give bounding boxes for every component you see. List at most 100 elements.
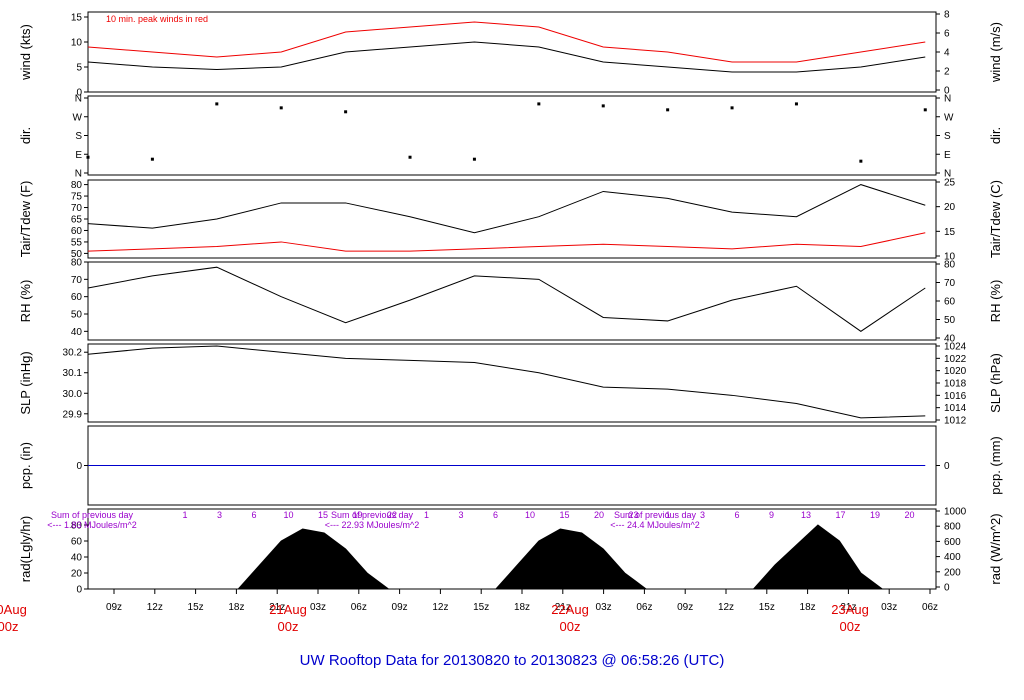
dir-series-0	[86, 102, 927, 163]
x-axis: 09z 12z 15z 18z 21z 03z 06z 09z 12z 15z 18z 21z 03z 0…	[0, 589, 938, 634]
rad-hour-label: 20	[594, 510, 604, 520]
rh-frame	[87, 261, 937, 341]
rad-ytick-label: 20	[71, 569, 83, 580]
dir-point	[923, 108, 927, 112]
slp-ylabel: SLP (inHg)	[18, 351, 33, 414]
rad-caption-line2: <--- 24.4 MJoules/m^2	[610, 520, 700, 530]
pcp-ytick-right-label: 0	[944, 461, 950, 472]
pcp-ytick-label: 0	[76, 461, 82, 472]
temp-ytick-right-label: 25	[944, 178, 956, 189]
rad-caption-line2: <--- 1.83 MJoules/m^2	[47, 520, 137, 530]
temp-ytick-label: 60	[71, 226, 83, 237]
slp-ytick-right-label: 1022	[944, 354, 967, 365]
wind-ytick-right-label: 0	[944, 86, 950, 97]
slp-ytick-label: 30.1	[63, 368, 83, 379]
rh-ylabel-right: RH (%)	[988, 280, 1003, 323]
rad-ytick-label: 60	[71, 537, 83, 548]
temp-ytick-label: 80	[71, 180, 83, 191]
rad-hour-label: 1	[424, 510, 429, 520]
x-tick-label: 09z	[677, 602, 693, 613]
rad-hour-label: 6	[493, 510, 498, 520]
dir-ytick-right-label: E	[944, 150, 951, 161]
dir-point	[150, 157, 154, 161]
chart-title: UW Rooftop Data for 20130820 to 20130823…	[300, 652, 725, 669]
wind-ytick-label: 10	[71, 38, 83, 49]
rad-hour-label: 3	[217, 510, 222, 520]
rh-ytick-label: 60	[71, 292, 83, 303]
day-date-label: 20Aug	[0, 602, 27, 617]
rh-ytick-right-label: 50	[944, 315, 956, 326]
dir-point	[215, 102, 219, 106]
dir-ylabel: dir.	[18, 127, 33, 144]
rad-hour-label: 15	[559, 510, 569, 520]
rad-hour-label: 1	[665, 510, 670, 520]
rad-ytick-right-label: 200	[944, 567, 961, 578]
x-tick-label: 18z	[228, 602, 244, 613]
dir-point	[730, 106, 734, 110]
rh-ytick-right-label: 70	[944, 278, 956, 289]
rad-ylabel: rad(Lgly/hr)	[18, 516, 33, 582]
temp-ytick-label: 65	[71, 215, 83, 226]
dir-ytick-right-label: W	[944, 112, 954, 123]
dir-point	[86, 155, 90, 159]
x-tick-label: 06z	[922, 602, 938, 613]
slp-ytick-right-label: 1018	[944, 379, 967, 390]
x-tick-label: 21z	[555, 602, 571, 613]
slp-ytick-right-label: 1024	[944, 342, 967, 353]
dir-point	[344, 110, 348, 114]
rad-hour-label: 9	[769, 510, 774, 520]
dir-point	[537, 102, 541, 106]
temp-series-1	[87, 232, 926, 252]
rad-caption-line1: Sum of previous day	[614, 510, 697, 520]
rad-hour-label: 3	[458, 510, 463, 520]
slp-ytick-right-label: 1016	[944, 391, 967, 402]
x-tick-label: 03z	[596, 602, 612, 613]
panel-rh: 40 50 60 70 80 40 50 60 70 80 RH (%) RH (%)	[18, 258, 1003, 345]
rad-hour-label: 6	[734, 510, 739, 520]
rh-series-0	[87, 266, 926, 332]
rh-ytick-label: 70	[71, 275, 83, 286]
rad-caption-line1: Sum of previous day	[331, 510, 414, 520]
dir-ytick-right-label: S	[944, 131, 951, 142]
dir-point	[408, 155, 412, 159]
rad-hour-label: 22	[387, 510, 397, 520]
rad-ytick-right-label: 1000	[944, 507, 967, 518]
rad-ytick-right-label: 400	[944, 552, 961, 563]
x-tick-label: 06z	[351, 602, 367, 613]
rad-hour-label: 19	[870, 510, 880, 520]
dir-frame	[87, 95, 937, 176]
dir-ytick-label: E	[75, 150, 82, 161]
dir-point	[666, 108, 670, 112]
rad-caption-line1: Sum of previous day	[51, 510, 134, 520]
rad-hour-label: 3	[700, 510, 705, 520]
rad-hour-label: 20	[904, 510, 914, 520]
rh-ylabel: RH (%)	[18, 280, 33, 323]
panel-wind: 0 5 10 15 0 2 4 6 8 wind (kts) wind (m/s) 10 min. p…	[18, 10, 1003, 99]
x-tick-label: 12z	[718, 602, 734, 613]
rh-ytick-label: 50	[71, 310, 83, 321]
day-hour-label: 00z	[560, 619, 581, 634]
x-tick-label: 15z	[473, 602, 489, 613]
pcp-ylabel-right: pcp. (mm)	[988, 436, 1003, 495]
rad-ytick-right-label: 600	[944, 537, 961, 548]
rad-area	[237, 524, 926, 590]
x-tick-label: 21z	[840, 602, 856, 613]
slp-ytick-label: 30.0	[63, 389, 83, 400]
slp-ytick-right-label: 1012	[944, 416, 967, 427]
x-tick-label: 03z	[881, 602, 897, 613]
rad-hour-label: 13	[801, 510, 811, 520]
dir-point	[794, 102, 798, 106]
rad-ytick-label: 80	[71, 521, 83, 532]
x-tick-label: 12z	[147, 602, 163, 613]
dir-ytick-right-label: N	[944, 169, 951, 180]
dir-ytick-right-label: N	[944, 94, 951, 105]
wind-ytick-label: 15	[71, 13, 83, 24]
wind-annotation: 10 min. peak winds in red	[106, 14, 208, 24]
rad-hour-label: 1	[182, 510, 187, 520]
x-tick-label: 06z	[636, 602, 652, 613]
dir-ytick-label: N	[75, 169, 82, 180]
x-tick-label: 18z	[514, 602, 530, 613]
